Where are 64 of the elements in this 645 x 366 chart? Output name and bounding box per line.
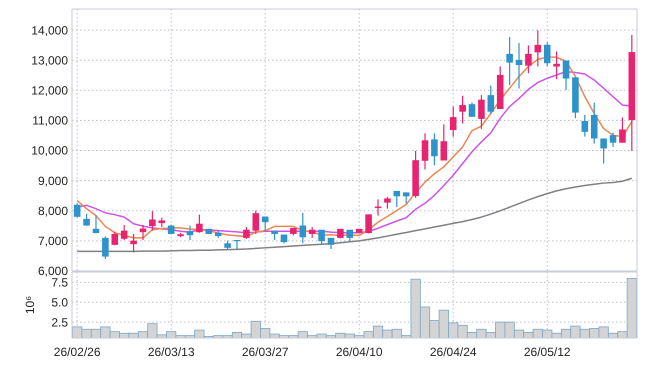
x-tick-label: 26/02/26 (54, 345, 101, 359)
y-tick-label: 10,000 (31, 144, 68, 158)
candlestick (544, 42, 551, 68)
y-tick-label: 7.5 (51, 276, 68, 290)
candlestick (92, 214, 100, 234)
candlestick (74, 202, 80, 218)
candlestick (525, 44, 532, 74)
candlestick (374, 198, 382, 216)
candlestick (365, 214, 372, 234)
candlestick (478, 94, 485, 130)
candlestick (149, 210, 156, 232)
y-tick-label: 9,000 (38, 174, 68, 188)
candlestick (262, 216, 268, 233)
y-tick-label: 11,000 (32, 114, 68, 128)
y-tick-label: 13,000 (31, 53, 68, 68)
candlestick (450, 106, 456, 138)
candlestick (252, 210, 260, 235)
candlestick (582, 114, 588, 138)
x-tick-label: 26/05/12 (524, 345, 571, 359)
candlestick (384, 196, 391, 210)
y-tick-label: 12,000 (31, 84, 68, 98)
candlestick (394, 190, 400, 208)
y-tick-label: 7,000 (38, 234, 68, 248)
y-tick-label: 14,000 (31, 23, 68, 38)
candlestick (422, 132, 428, 170)
y-axis-title: 10⁶ (23, 296, 37, 314)
candlestick (318, 229, 325, 244)
candlestick (168, 224, 174, 235)
x-tick-label: 26/03/27 (242, 345, 289, 359)
candlestick (619, 116, 626, 144)
candlestick (534, 30, 542, 68)
candlestick (553, 50, 560, 80)
candlestick (186, 224, 194, 241)
candlestick (111, 230, 118, 246)
candlestick (459, 95, 466, 124)
candlestick (140, 224, 146, 241)
candlestick (590, 102, 598, 144)
candlestick (610, 132, 616, 148)
x-tick-label: 26/04/24 (430, 345, 477, 359)
candlestick (308, 226, 316, 238)
candlestick (468, 102, 476, 118)
candlestick (431, 132, 438, 166)
candlestick (488, 84, 494, 114)
y-tick-label: 2.5 (51, 315, 68, 330)
candlestick (102, 236, 109, 260)
candlestick (120, 224, 128, 241)
candlestick (196, 214, 203, 234)
candlestick (440, 124, 448, 162)
candlestick (562, 60, 570, 91)
candlestick (506, 36, 513, 86)
candlestick (158, 217, 166, 228)
candlestick (516, 42, 522, 90)
x-tick-label: 26/03/13 (148, 345, 195, 359)
candlestick (271, 230, 278, 241)
candlestick (600, 138, 607, 164)
y-tick-label: 6,000 (38, 264, 68, 278)
candlestick (300, 212, 306, 244)
candlestick (83, 213, 90, 226)
candlestick (243, 226, 250, 240)
x-tick-label: 26/04/10 (336, 345, 383, 359)
y-tick-label: 8,000 (38, 204, 68, 218)
candlestick (130, 233, 137, 253)
y-tick-label: 5.0 (51, 295, 68, 310)
candlestick (346, 229, 354, 242)
